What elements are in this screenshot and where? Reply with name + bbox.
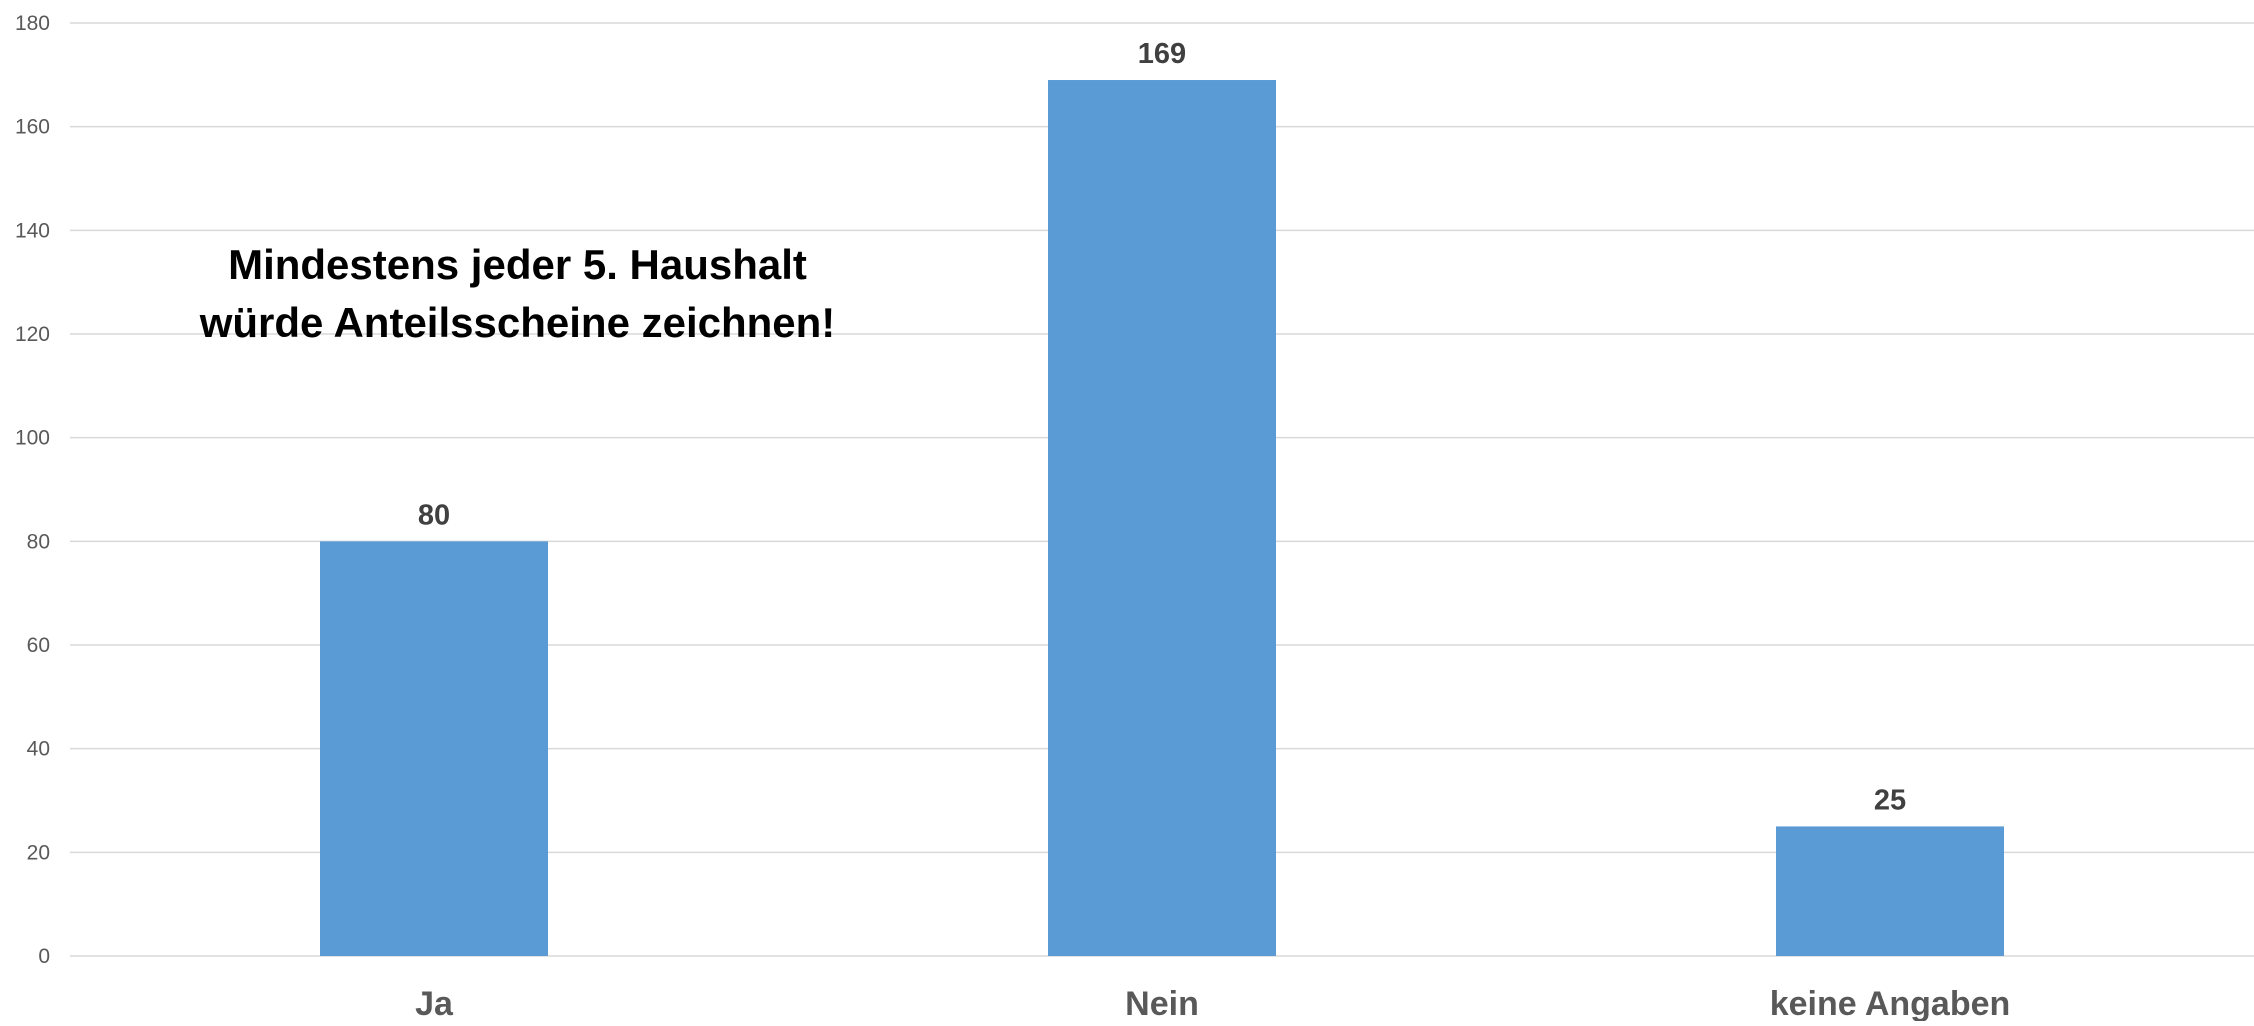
bar-ja	[320, 541, 548, 956]
data-label: 80	[418, 499, 450, 531]
data-label: 169	[1138, 38, 1186, 70]
y-tick-label: 180	[15, 12, 50, 35]
x-tick-label: Nein	[1125, 985, 1199, 1021]
y-tick-label: 20	[27, 841, 50, 864]
x-tick-label: Ja	[415, 985, 454, 1021]
y-tick-label: 60	[27, 634, 50, 657]
y-tick-label: 160	[15, 116, 50, 139]
data-label: 25	[1874, 784, 1906, 816]
y-tick-label: 100	[15, 427, 50, 450]
y-tick-label: 140	[15, 219, 50, 242]
y-axis-ticks: 0 20 40 60 80 100 120 140 160 180	[15, 12, 50, 968]
x-tick-label: keine Angaben	[1770, 985, 2011, 1021]
chart-annotation: Mindestens jeder 5. Haushalt würde Antei…	[199, 241, 836, 346]
y-tick-label: 120	[15, 323, 50, 346]
y-tick-label: 0	[38, 945, 50, 968]
y-tick-label: 40	[27, 738, 50, 761]
bar-nein	[1048, 80, 1276, 957]
bar-keine-angaben	[1776, 826, 2004, 956]
bars	[320, 80, 2004, 957]
data-labels: 80 169 25	[418, 38, 1906, 816]
y-tick-label: 80	[27, 530, 50, 553]
x-axis-ticks: Ja Nein keine Angaben	[415, 985, 2011, 1023]
